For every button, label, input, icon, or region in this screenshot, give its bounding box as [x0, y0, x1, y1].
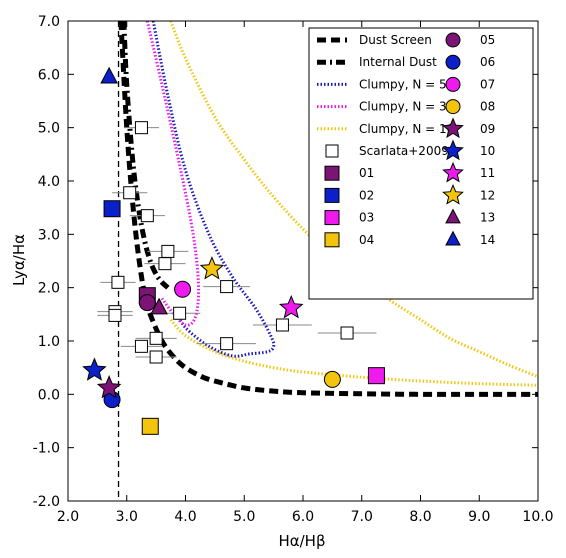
- data-point-05: [138, 294, 156, 312]
- scarlata-point: [111, 275, 125, 289]
- x-axis-ticks: 2.0 3.0 4.0 5.0 6.0 7.0 8.0 9.0 10.0: [57, 21, 554, 525]
- x-tick-label: 7.0: [351, 509, 373, 525]
- legend-label: 02: [359, 188, 374, 202]
- scarlata-point: [220, 280, 234, 294]
- data-point-14: [100, 66, 118, 84]
- x-tick-label: 6.0: [292, 509, 314, 525]
- y-tick-label: 1.0: [38, 334, 60, 350]
- data-point-11: [278, 295, 304, 319]
- legend-label: Dust Screen: [359, 33, 432, 47]
- legend: Dust Screen Internal Dust Clumpy, N = 5 Clu…: [308, 27, 534, 300]
- legend-swatch: [445, 99, 461, 115]
- legend-label: 11: [480, 166, 495, 180]
- legend-swatch: [445, 54, 461, 70]
- legend-label: 04: [359, 233, 374, 247]
- legend-label: 10: [480, 144, 495, 158]
- legend-label: 07: [480, 77, 495, 91]
- legend-label: Scarlata+2009: [359, 144, 449, 158]
- legend-label: 05: [480, 33, 495, 47]
- scarlata-point: [134, 121, 148, 135]
- scarlata-point: [149, 331, 163, 345]
- legend-swatch: [324, 232, 340, 248]
- data-point-09: [96, 375, 122, 399]
- scarlata-point: [123, 186, 137, 200]
- data-point-04: [141, 417, 159, 435]
- data-point-13: [150, 297, 168, 315]
- legend-swatch: [324, 210, 340, 226]
- data-point-08: [323, 370, 341, 388]
- x-tick-label: 5.0: [233, 509, 255, 525]
- legend-swatch: [442, 117, 464, 139]
- curve-line: [151, 21, 276, 358]
- y-tick-label: 4.0: [38, 174, 60, 190]
- x-tick-label: 2.0: [57, 509, 79, 525]
- data-point-12: [199, 256, 225, 280]
- legend-label: Internal Dust: [359, 55, 437, 69]
- curve-line: [169, 318, 538, 387]
- scarlata-point: [149, 350, 163, 364]
- legend-swatch: [445, 76, 461, 92]
- legend-label: 13: [480, 211, 495, 225]
- legend-label: 12: [480, 188, 495, 202]
- legend-swatch: [442, 139, 464, 161]
- legend-label: 14: [480, 233, 495, 247]
- legend-label: Clumpy, N = 10: [359, 122, 454, 136]
- y-tick-label: 2.0: [38, 281, 60, 297]
- data-point-03: [367, 367, 385, 385]
- legend-label: 03: [359, 211, 374, 225]
- y-tick-label: 0.0: [38, 387, 60, 403]
- legend-box: [308, 27, 534, 300]
- scarlata-point: [134, 339, 148, 353]
- scarlata-point: [161, 244, 175, 258]
- legend-label: 06: [480, 55, 495, 69]
- legend-label: Clumpy, N = 3: [359, 100, 447, 114]
- legend-swatch: [442, 183, 464, 205]
- legend-swatch: [442, 161, 464, 183]
- data-point-10: [82, 357, 107, 381]
- curve-line: [121, 21, 170, 290]
- y-tick-label: 7.0: [38, 14, 60, 30]
- legend-label: 08: [480, 100, 495, 114]
- scarlata-point: [275, 318, 289, 332]
- x-axis-label: Hα/Hβ: [278, 532, 325, 550]
- data-point-02: [103, 200, 121, 218]
- y-axis-ticks: -2.0 -1.0 0.0 1.0 2.0 3.0 4.0 5.0 6.0 7.0: [33, 14, 538, 510]
- y-tick-label: 6.0: [38, 67, 60, 83]
- y-tick-label: -1.0: [33, 441, 60, 457]
- plot-frame: [67, 20, 539, 502]
- legend-label: Clumpy, N = 5: [359, 77, 447, 91]
- legend-swatch: [324, 187, 340, 203]
- legend-swatch: [324, 165, 340, 181]
- x-tick-label: 8.0: [409, 509, 431, 525]
- data-point-07: [174, 280, 192, 298]
- x-tick-label: 3.0: [116, 509, 138, 525]
- scarlata-point: [158, 257, 172, 271]
- legend-label: 01: [359, 166, 374, 180]
- x-tick-label: 10.0: [522, 509, 553, 525]
- scarlata-point: [173, 306, 187, 320]
- y-tick-label: -2.0: [33, 494, 60, 510]
- y-tick-label: 5.0: [38, 121, 60, 137]
- x-tick-label: 9.0: [468, 509, 490, 525]
- scarlata-point: [340, 326, 354, 340]
- legend-label: 09: [480, 122, 495, 136]
- legend-swatch: [445, 208, 461, 224]
- scarlata-point: [140, 209, 154, 223]
- scarlata-point: [108, 308, 122, 322]
- x-tick-label: 4.0: [174, 509, 196, 525]
- legend-swatch: [445, 32, 461, 48]
- y-axis-label: Lyα/Hα: [10, 234, 28, 286]
- y-tick-label: 3.0: [38, 227, 60, 243]
- legend-swatch: [445, 230, 461, 246]
- curve-line: [118, 21, 538, 397]
- legend-swatch: [325, 144, 339, 158]
- plot-area: [82, 21, 538, 501]
- scarlata-point: [220, 337, 234, 351]
